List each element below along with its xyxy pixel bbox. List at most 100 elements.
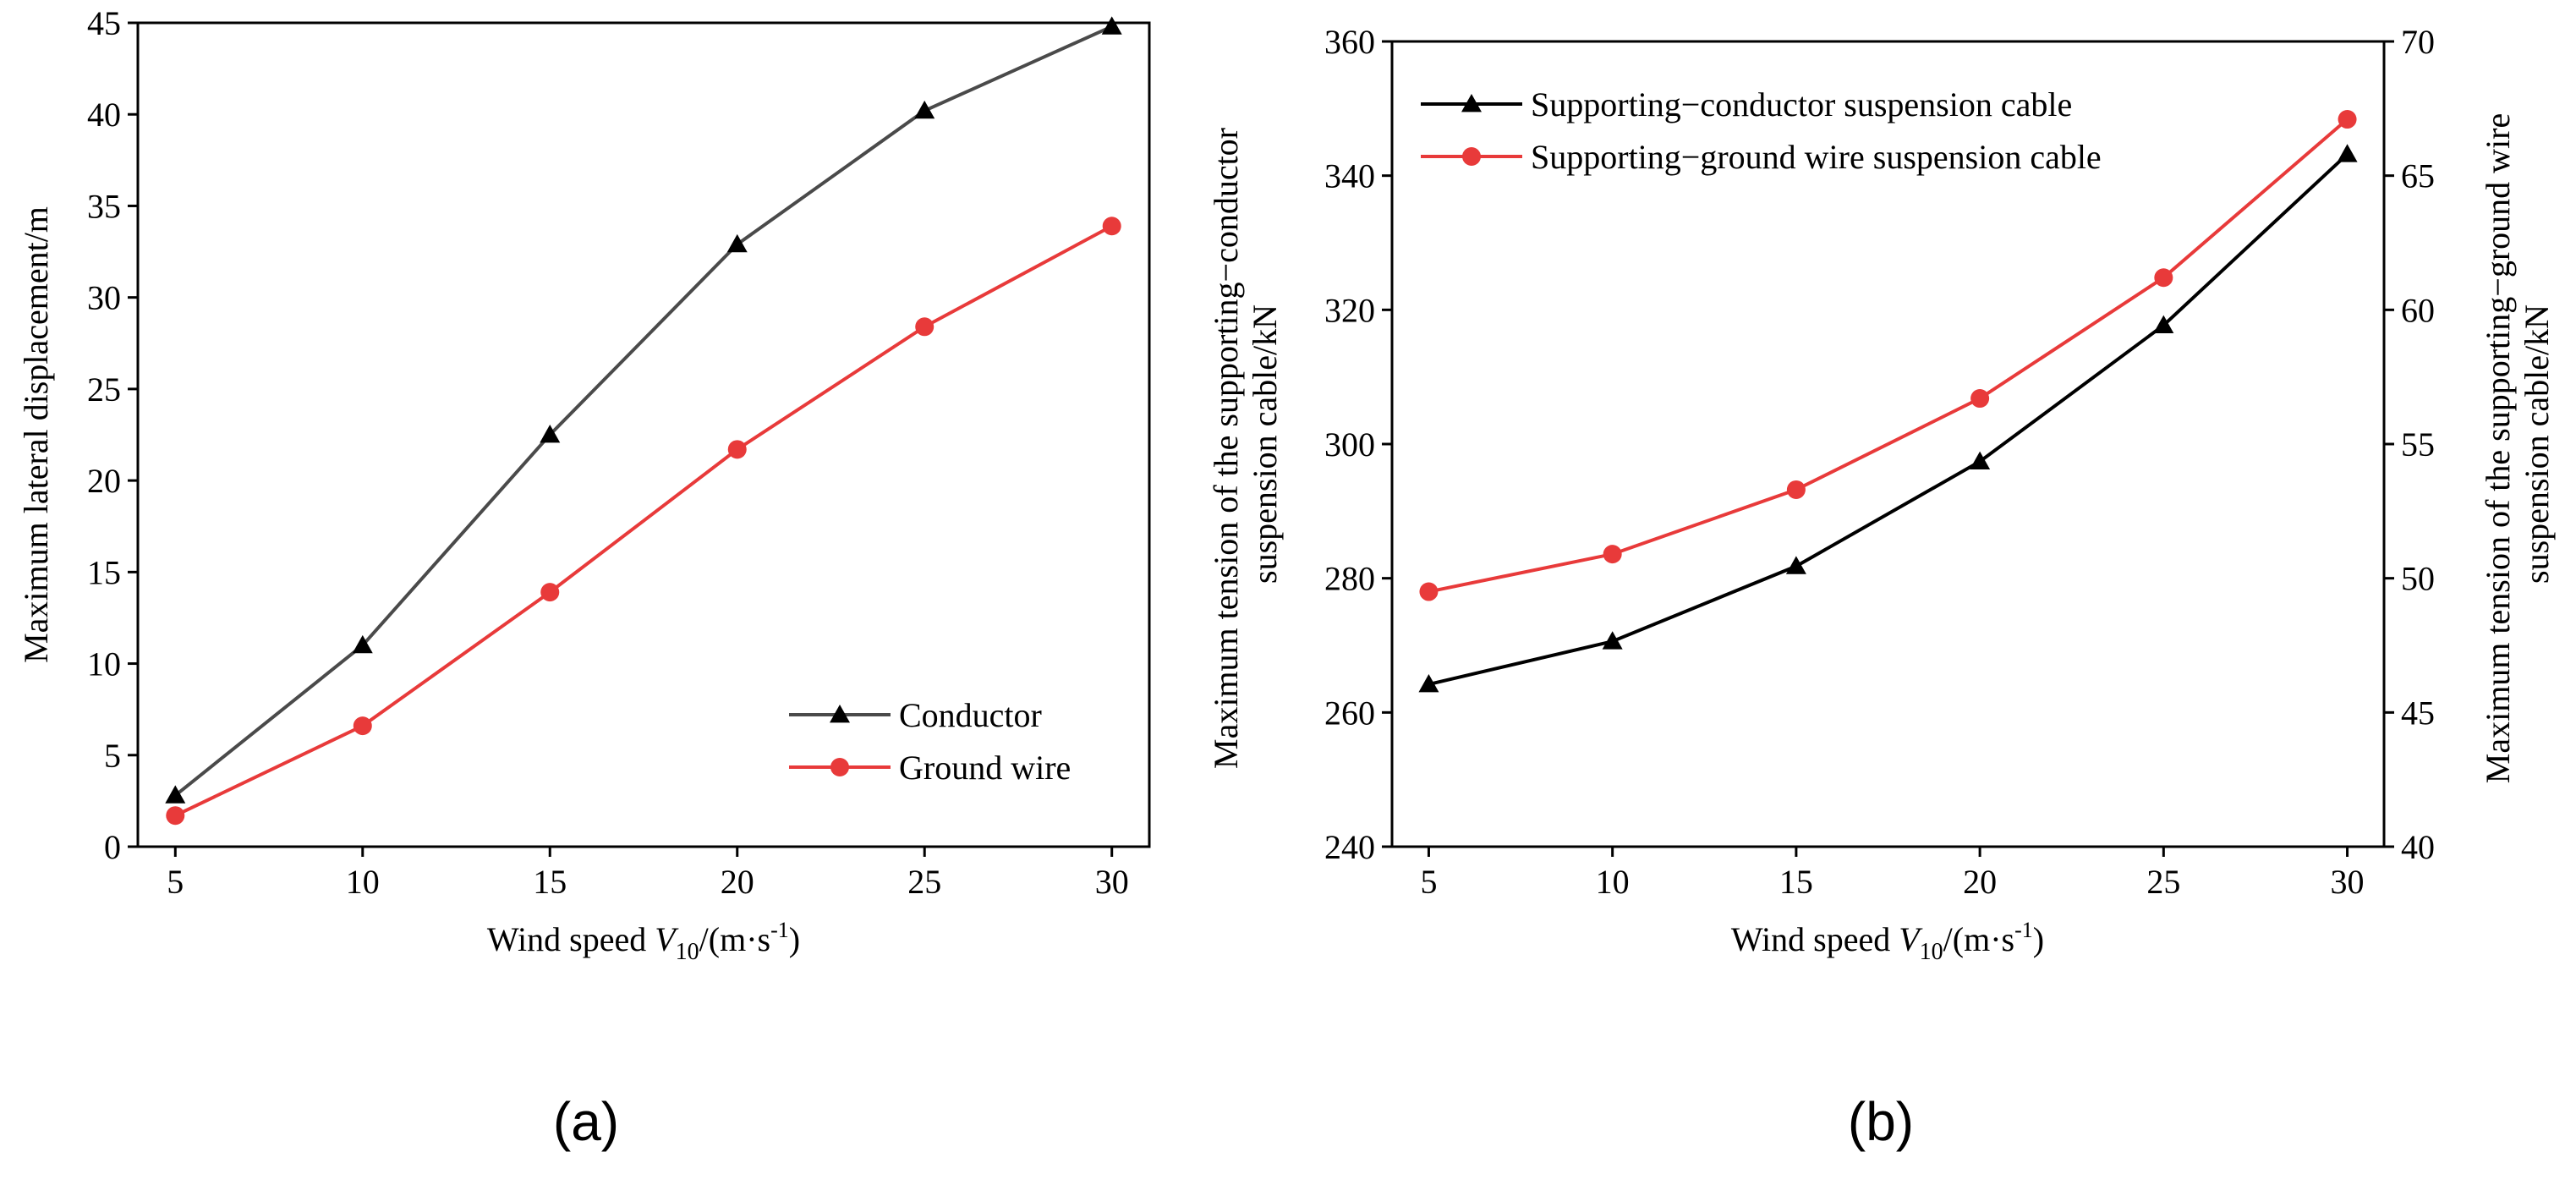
a-ytick-label: 10 (87, 645, 121, 683)
b-conductor-cable-point (2337, 144, 2358, 162)
a-ytick-label: 25 (87, 370, 121, 409)
a-ground-wire-line (174, 224, 1113, 818)
x-axis-a: 5 10 15 20 25 30 (167, 847, 1129, 901)
a-ground-wire-legend-marker (830, 758, 849, 776)
b-conductor-cable-legend-marker (1461, 94, 1482, 112)
b-ground-wire-cable-point (1419, 582, 1439, 601)
y-axis-label-right-b: Maximum tension of the supporting−ground… (2479, 105, 2556, 783)
b-right-ytick-label: 55 (2401, 425, 2435, 464)
x-axis-label-a-sup: -1 (770, 918, 789, 942)
b-conductor-cable-point (1418, 674, 1439, 693)
panel-label-a: (a) (553, 1091, 619, 1152)
b-xtick-label: 25 (2146, 863, 2180, 901)
a-ytick-label: 0 (104, 828, 121, 866)
a-ytick-label: 30 (87, 279, 121, 317)
a-ground-wire-point (540, 583, 560, 602)
b-right-ytick-label: 65 (2401, 157, 2435, 195)
y-axis-right-b: 40 45 50 55 60 65 70 (2384, 23, 2435, 866)
a-conductor-point (540, 425, 561, 443)
b-left-ytick-label: 240 (1324, 828, 1375, 866)
a-xtick-label: 5 (167, 863, 184, 901)
y-axis-left-b: 240 260 280 300 320 340 360 (1324, 23, 1392, 866)
b-xtick-label: 5 (1420, 863, 1437, 901)
y-axis-label-left-b: Maximum tension of the supporting−conduc… (1207, 119, 1284, 769)
b-ground-wire-cable-point (2338, 110, 2357, 129)
b-xtick-label: 20 (1963, 863, 1997, 901)
b-ground-wire-cable-legend-marker (1462, 147, 1481, 166)
x-axis-label-a-unit: /(m·s (699, 920, 770, 958)
b-ground-wire-cable-legend-label: Supporting−ground wire suspension cable (1531, 138, 2102, 176)
b-right-ytick-label: 45 (2401, 694, 2435, 732)
a-ytick-label: 40 (87, 96, 121, 134)
b-right-ytick-label: 50 (2401, 560, 2435, 598)
b-left-ytick-label: 320 (1324, 291, 1375, 329)
chart-panel-a: 5 10 15 20 25 30 0 5 10 15 20 25 30 35 40 45 Maximum l… (17, 4, 1151, 1152)
chart-panel-b: 5 10 15 20 25 30 240 260 280 300 320 340 360 40 45 50… (1207, 23, 2556, 1152)
b-ground-wire-cable-point (2154, 268, 2173, 288)
legend-b: Supporting−conductor suspension cable Sup… (1421, 85, 2102, 176)
b-left-ytick-label: 360 (1324, 23, 1375, 61)
y-axis-label-right-b-line1: Maximum tension of the supporting−ground… (2479, 113, 2517, 783)
b-ground-wire-cable-line (1428, 118, 2349, 594)
y-axis-label-a: Maximum lateral displacement/m (17, 206, 55, 663)
series-group-a (165, 16, 1122, 826)
x-axis-label-b-unit: /(m·s (1943, 920, 2014, 958)
b-xtick-label: 15 (1779, 863, 1813, 901)
a-xtick-label: 25 (907, 863, 941, 901)
b-conductor-cable-point (1785, 556, 1806, 574)
a-conductor-legend-label: Conductor (899, 696, 1042, 734)
y-axis-label-left-b-line1: Maximum tension of the supporting−conduc… (1207, 128, 1245, 769)
x-axis-label-b-prefix: Wind speed (1731, 920, 1899, 958)
x-axis-label-a: Wind speed V10/(m·s-1) (487, 918, 800, 965)
a-xtick-label: 30 (1095, 863, 1129, 901)
b-ground-wire-cable-point (1786, 480, 1806, 499)
b-xtick-label: 10 (1596, 863, 1630, 901)
b-right-ytick-label: 60 (2401, 291, 2435, 329)
b-right-ytick-label: 40 (2401, 828, 2435, 866)
b-left-ytick-label: 260 (1324, 694, 1375, 732)
a-ytick-label: 15 (87, 553, 121, 591)
a-ground-wire-point (353, 716, 372, 736)
b-ground-wire-cable-point (1603, 545, 1622, 564)
x-axis-b: 5 10 15 20 25 30 (1420, 847, 2365, 901)
a-ground-wire-point (166, 806, 185, 826)
panel-label-b: (b) (1848, 1091, 1914, 1152)
b-xtick-label: 30 (2331, 863, 2365, 901)
series-group-b (1418, 110, 2358, 693)
a-conductor-point (352, 634, 373, 654)
b-right-ytick-label: 70 (2401, 23, 2435, 61)
a-conductor-legend-marker (830, 705, 850, 723)
a-ytick-label: 20 (87, 462, 121, 500)
b-conductor-cable-point (2153, 315, 2174, 333)
x-axis-label-a-var: V (655, 920, 679, 958)
b-left-ytick-label: 300 (1324, 425, 1375, 464)
x-axis-label-b-var: V (1899, 920, 1923, 958)
a-ground-wire-point (1102, 217, 1121, 236)
legend-a: Conductor Ground wire (789, 696, 1071, 787)
plot-frame-a (136, 21, 1151, 848)
x-axis-label-a-sub: 10 (676, 939, 699, 965)
a-ytick-label: 5 (104, 737, 121, 775)
y-axis-label-left-b-line2: suspension cable/kN (1246, 304, 1284, 584)
a-xtick-label: 15 (533, 863, 567, 901)
a-conductor-point (165, 785, 186, 804)
x-axis-label-b-close: ) (2033, 920, 2044, 958)
a-ground-wire-point (915, 317, 934, 337)
a-ytick-label: 45 (87, 4, 121, 42)
a-ground-wire-point (727, 440, 747, 459)
b-conductor-cable-line (1428, 152, 2349, 686)
x-axis-label-a-close: ) (789, 920, 800, 958)
x-axis-label-b: Wind speed V10/(m·s-1) (1731, 918, 2044, 965)
a-conductor-line (174, 25, 1113, 797)
x-axis-label-b-sup: -1 (2014, 918, 2033, 942)
b-ground-wire-cable-point (1970, 389, 1990, 409)
a-conductor-point (1101, 16, 1122, 35)
a-xtick-label: 20 (721, 863, 754, 901)
x-axis-label-a-prefix: Wind speed (487, 920, 655, 958)
b-left-ytick-label: 340 (1324, 157, 1375, 195)
a-conductor-point (726, 233, 748, 253)
a-xtick-label: 10 (346, 863, 380, 901)
a-conductor-point (914, 100, 935, 119)
y-axis-label-right-b-line2: suspension cable/kN (2518, 304, 2556, 584)
